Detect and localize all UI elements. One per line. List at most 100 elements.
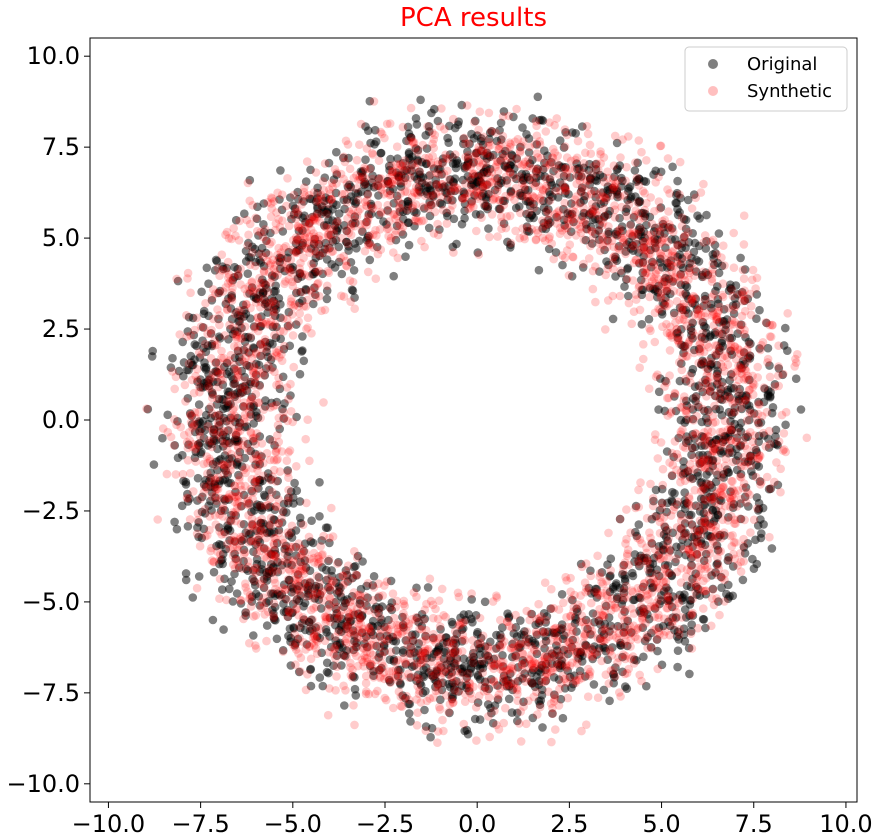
scatter-point (442, 208, 452, 218)
scatter-point (510, 637, 519, 647)
scatter-point (645, 324, 654, 333)
scatter-point (516, 142, 525, 152)
scatter-point (676, 578, 686, 587)
scatter-point (673, 662, 682, 672)
scatter-point (443, 656, 452, 665)
scatter-point (601, 325, 610, 334)
scatter-point (182, 311, 191, 320)
scatter-point (648, 501, 658, 511)
scatter-point (243, 269, 253, 279)
scatter-point (478, 668, 488, 677)
scatter-point (540, 158, 549, 168)
scatter-point (675, 376, 685, 386)
scatter-point (731, 302, 740, 312)
scatter-point (170, 415, 179, 424)
scatter-point (732, 433, 742, 443)
scatter-point (373, 249, 383, 259)
scatter-point (718, 279, 728, 289)
scatter-point (601, 601, 611, 611)
scatter-point (752, 314, 761, 324)
scatter-point (676, 477, 685, 487)
scatter-point (692, 429, 701, 439)
scatter-point (498, 662, 508, 671)
scatter-point (225, 320, 234, 330)
scatter-point (570, 200, 580, 210)
scatter-point (418, 140, 428, 150)
scatter-point (719, 241, 728, 250)
scatter-point (479, 132, 488, 142)
scatter-point (754, 498, 764, 508)
scatter-point (540, 578, 550, 587)
scatter-point (540, 628, 549, 638)
scatter-point (475, 650, 485, 660)
scatter-point (658, 480, 668, 490)
scatter-point (249, 631, 258, 640)
scatter-point (406, 631, 415, 641)
scatter-point (243, 178, 253, 188)
scatter-point (270, 441, 279, 450)
scatter-point (225, 584, 234, 594)
scatter-point (533, 92, 543, 102)
scatter-point (765, 372, 775, 382)
scatter-point (693, 211, 702, 220)
scatter-point (495, 204, 505, 214)
scatter-point (406, 103, 416, 113)
scatter-point (294, 317, 303, 326)
scatter-point (207, 296, 217, 305)
scatter-point (195, 427, 205, 437)
scatter-point (485, 232, 494, 242)
scatter-point (436, 122, 445, 131)
scatter-point (652, 635, 662, 644)
scatter-point (178, 337, 187, 347)
scatter-point (262, 598, 271, 607)
scatter-point (699, 272, 709, 282)
scatter-point (762, 407, 772, 417)
scatter-point (588, 234, 597, 243)
scatter-point (426, 191, 435, 201)
scatter-point (292, 462, 301, 471)
scatter-point (368, 581, 378, 590)
scatter-point (624, 298, 634, 308)
scatter-point (586, 598, 596, 608)
scatter-point (501, 703, 510, 713)
scatter-point (567, 199, 576, 208)
scatter-point (635, 305, 645, 315)
scatter-point (630, 166, 640, 175)
scatter-point (316, 200, 326, 210)
scatter-point (317, 536, 327, 545)
scatter-point (739, 240, 749, 249)
scatter-point (612, 579, 621, 588)
scatter-point (153, 515, 162, 524)
scatter-point (698, 328, 707, 338)
scatter-point (484, 653, 493, 662)
scatter-point (234, 563, 244, 572)
scatter-point (749, 515, 759, 525)
scatter-point (201, 363, 211, 372)
scatter-point (568, 635, 577, 645)
scatter-point (485, 128, 495, 138)
scatter-point (297, 347, 307, 356)
scatter-point (399, 646, 408, 655)
scatter-point (244, 230, 253, 240)
scatter-point (396, 189, 406, 198)
scatter-point (413, 147, 423, 157)
scatter-point (168, 353, 177, 363)
scatter-point (178, 469, 188, 479)
scatter-point (389, 703, 398, 713)
scatter-point (412, 583, 421, 593)
scatter-point (274, 243, 284, 253)
scatter-point (444, 138, 454, 147)
scatter-point (271, 502, 281, 511)
scatter-point (631, 206, 640, 215)
scatter-point (276, 166, 285, 175)
scatter-point (412, 592, 421, 602)
scatter-point (673, 497, 683, 507)
scatter-point (303, 415, 313, 425)
scatter-point (158, 433, 167, 443)
scatter-point (639, 354, 648, 364)
scatter-point (644, 314, 654, 324)
scatter-point (677, 221, 687, 231)
scatter-point (552, 114, 562, 123)
scatter-point (329, 661, 338, 670)
scatter-point (259, 405, 269, 415)
